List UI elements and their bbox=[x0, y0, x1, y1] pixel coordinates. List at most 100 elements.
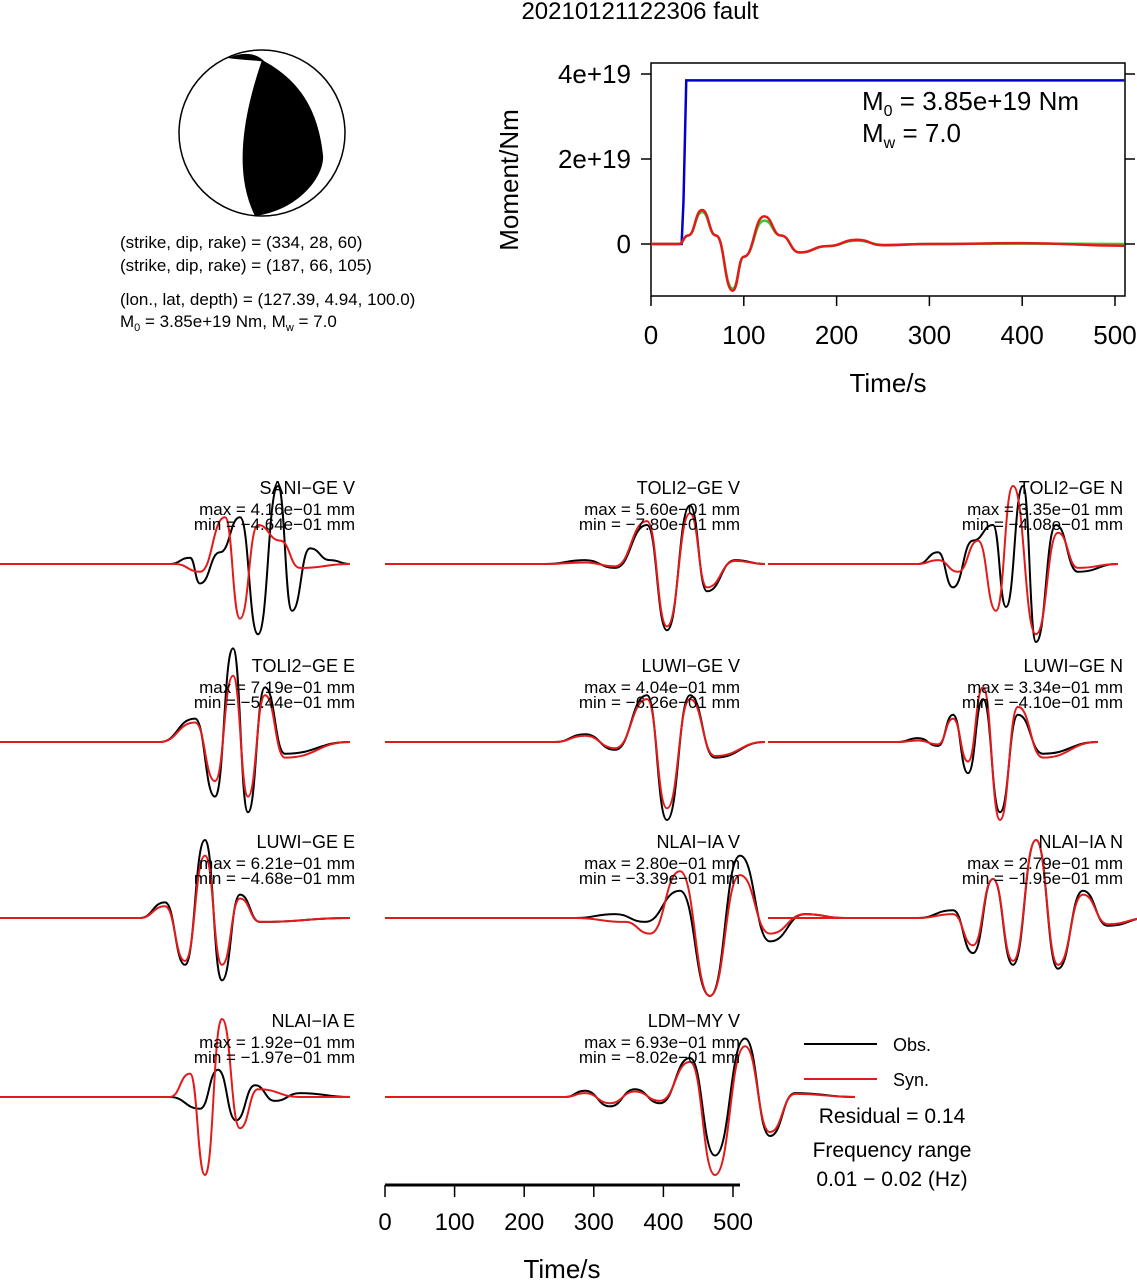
station-min: min = −4.64e−01 mm bbox=[194, 515, 355, 534]
bottom-xlabel: Time/s bbox=[523, 1254, 600, 1281]
moment-x-axis: 0 100 200 300 400 500 bbox=[644, 296, 1137, 350]
moment-annotation-m0: M0 = 3.85e+19 Nm bbox=[862, 86, 1079, 120]
synthetic-trace bbox=[0, 674, 351, 798]
focal-moment: M0 = 3.85e+19 Nm, Mw = 7.0 bbox=[120, 312, 337, 334]
synthetic-trace bbox=[384, 512, 766, 628]
station-max: max = 1.92e−01 mm bbox=[199, 1033, 355, 1052]
observed-trace bbox=[767, 698, 1099, 814]
station-max: max = 3.34e−01 mm bbox=[967, 678, 1123, 697]
station-name: LUWI−GE E bbox=[256, 832, 355, 852]
observed-trace bbox=[767, 484, 1119, 644]
moment-ytick-label: 4e+19 bbox=[558, 59, 631, 89]
station-min: min = −6.26e−01 mm bbox=[579, 693, 740, 712]
focal-plane-2: (strike, dip, rake) = (187, 66, 105) bbox=[120, 256, 372, 275]
moment-ytick-label: 0 bbox=[617, 229, 631, 259]
station-max: max = 6.21e−01 mm bbox=[199, 854, 355, 873]
station-max: max = 3.35e−01 mm bbox=[967, 500, 1123, 519]
moment-xtick-label: 500 bbox=[1093, 320, 1136, 350]
station-min: min = −4.68e−01 mm bbox=[194, 869, 355, 888]
beachball-compression-quadrant bbox=[242, 60, 324, 216]
focal-mechanism-beachball bbox=[178, 49, 346, 217]
bottom-xtick-label: 400 bbox=[643, 1209, 683, 1236]
bottom-xtick-label: 200 bbox=[504, 1209, 544, 1236]
moment-ytick-label: 2e+19 bbox=[558, 144, 631, 174]
residual-label: Residual = 0.14 bbox=[819, 1105, 966, 1128]
observed-trace bbox=[0, 484, 351, 636]
bottom-xtick-label: 0 bbox=[378, 1209, 391, 1236]
station-name: NLAI−IA N bbox=[1038, 832, 1123, 852]
station-max: max = 2.79e−01 mm bbox=[967, 854, 1123, 873]
moment-xtick-label: 0 bbox=[644, 320, 658, 350]
bottom-xtick-label: 300 bbox=[574, 1209, 614, 1236]
observed-trace bbox=[768, 838, 1137, 970]
station-name: LUWI−GE N bbox=[1023, 656, 1123, 676]
frequency-range: 0.01 − 0.02 (Hz) bbox=[816, 1168, 967, 1191]
synthetic-trace bbox=[767, 686, 1099, 822]
observed-trace bbox=[385, 1037, 856, 1157]
synthetic-trace bbox=[0, 854, 351, 966]
moment-xtick-label: 400 bbox=[1001, 320, 1044, 350]
station-min: min = −8.02e−01 mm bbox=[579, 1048, 740, 1067]
synthetic-trace bbox=[0, 516, 351, 620]
station-min: min = −1.97e−01 mm bbox=[194, 1048, 355, 1067]
station-min: min = −4.10e−01 mm bbox=[962, 693, 1123, 712]
station-name: TOLI2−GE E bbox=[252, 656, 355, 676]
station-min: min = −5.44e−01 mm bbox=[194, 693, 355, 712]
moment-annotation-mw: Mw = 7.0 bbox=[862, 118, 961, 152]
bottom-x-ticks: 0 100 200 300 400 500 bbox=[378, 1185, 753, 1236]
station-name: NLAI−IA V bbox=[656, 832, 740, 852]
moment-xlabel: Time/s bbox=[849, 368, 926, 398]
station-name: TOLI2−GE V bbox=[637, 478, 740, 498]
figure-title: 20210121122306 fault bbox=[521, 0, 758, 25]
synthetic-trace bbox=[0, 1017, 350, 1177]
synthetic-trace bbox=[768, 838, 1137, 966]
moment-series-rate-red bbox=[651, 208, 1125, 293]
station-name: LUWI−GE V bbox=[641, 656, 740, 676]
observed-trace bbox=[384, 694, 766, 822]
bottom-time-axis: 0 100 200 300 400 500 Time/s bbox=[378, 1183, 753, 1281]
station-name: TOLI2−GE N bbox=[1019, 478, 1123, 498]
focal-location: (lon., lat, depth) = (127.39, 4.94, 100.… bbox=[120, 290, 415, 309]
station-max: max = 2.80e−01 mm bbox=[584, 854, 740, 873]
station-max: max = 5.60e−01 mm bbox=[584, 500, 740, 519]
focal-plane-1: (strike, dip, rake) = (334, 28, 60) bbox=[120, 233, 362, 252]
moment-panel: 0 2e+19 4e+19 0 100 200 300 400 500 Moment/Nm T… bbox=[494, 59, 1137, 398]
synthetic-trace bbox=[767, 484, 1119, 636]
moment-curves bbox=[651, 79, 1125, 293]
moment-xtick-label: 300 bbox=[908, 320, 951, 350]
bottom-xtick-label: 100 bbox=[435, 1209, 475, 1236]
moment-y-axis: 0 2e+19 4e+19 bbox=[558, 59, 1135, 259]
station-min: min = −3.39e−01 mm bbox=[579, 869, 740, 888]
station-name: NLAI−IA E bbox=[271, 1011, 355, 1031]
station-min: min = −4.08e−01 mm bbox=[962, 515, 1123, 534]
station-min: min = −1.95e−01 mm bbox=[962, 869, 1123, 888]
frequency-title: Frequency range bbox=[813, 1139, 972, 1162]
station-max: max = 4.04e−01 mm bbox=[584, 678, 740, 697]
station-max: max = 6.93e−01 mm bbox=[584, 1033, 740, 1052]
beachball-compression-cap bbox=[228, 53, 265, 62]
legend-obs-label: Obs. bbox=[893, 1035, 931, 1055]
station-max: max = 7.19e−01 mm bbox=[199, 678, 355, 697]
synthetic-trace bbox=[384, 698, 766, 810]
moment-xtick-label: 100 bbox=[722, 320, 765, 350]
synthetic-trace bbox=[385, 870, 846, 998]
station-name: SANI−GE V bbox=[259, 478, 355, 498]
moment-ylabel: Moment/Nm bbox=[494, 109, 524, 251]
waveform-legend: Obs. Syn. Residual = 0.14 Frequency rang… bbox=[804, 1035, 971, 1191]
station-name: LDM−MY V bbox=[648, 1011, 740, 1031]
synthetic-trace bbox=[385, 1045, 856, 1177]
station-max: max = 4.16e−01 mm bbox=[199, 500, 355, 519]
moment-plot-frame bbox=[650, 62, 1126, 297]
bottom-xtick-label: 500 bbox=[713, 1209, 753, 1236]
